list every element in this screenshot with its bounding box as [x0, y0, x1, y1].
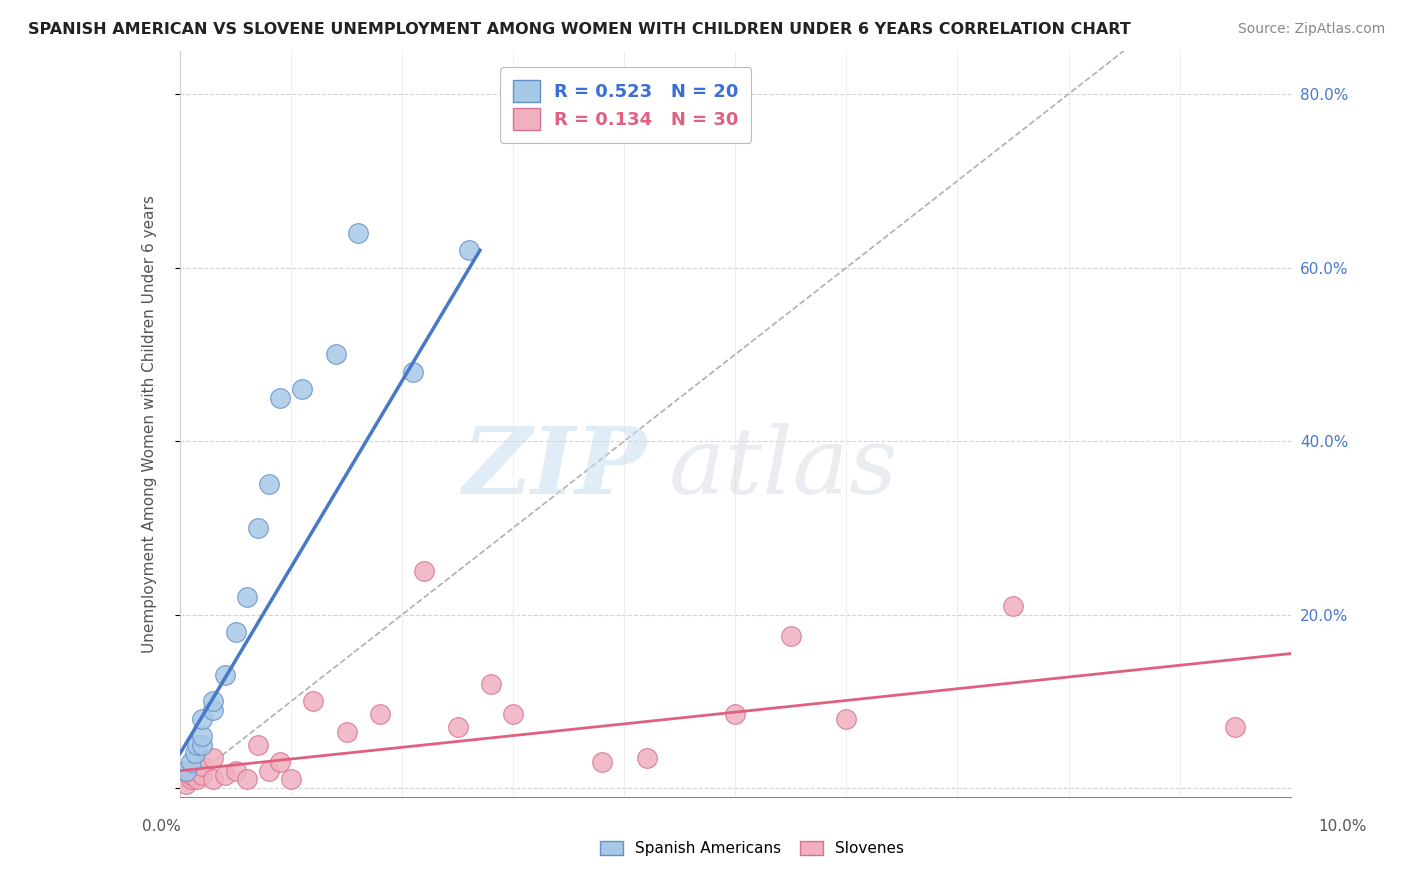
Point	[191, 768, 214, 782]
Point	[214, 668, 236, 682]
Point	[191, 712, 214, 726]
Point	[257, 477, 280, 491]
Text: Source: ZipAtlas.com: Source: ZipAtlas.com	[1237, 22, 1385, 37]
Point	[325, 347, 347, 361]
Point	[236, 591, 259, 605]
Point	[191, 729, 214, 743]
Point	[180, 755, 202, 769]
Point	[724, 707, 747, 722]
Point	[236, 772, 259, 787]
Point	[402, 365, 425, 379]
Point	[591, 755, 613, 769]
Point	[174, 777, 197, 791]
Point	[280, 772, 302, 787]
Point	[302, 694, 325, 708]
Text: ZIP: ZIP	[463, 424, 647, 514]
Point	[336, 724, 359, 739]
Point	[186, 772, 208, 787]
Point	[202, 694, 225, 708]
Point	[246, 738, 269, 752]
Point	[479, 677, 502, 691]
Point	[291, 382, 314, 396]
Point	[186, 738, 208, 752]
Y-axis label: Unemployment Among Women with Children Under 6 years: Unemployment Among Women with Children U…	[142, 194, 156, 653]
Text: SPANISH AMERICAN VS SLOVENE UNEMPLOYMENT AMONG WOMEN WITH CHILDREN UNDER 6 YEARS: SPANISH AMERICAN VS SLOVENE UNEMPLOYMENT…	[28, 22, 1130, 37]
Point	[257, 764, 280, 778]
Point	[214, 768, 236, 782]
Point	[457, 243, 479, 257]
Point	[180, 768, 202, 782]
Point	[269, 391, 291, 405]
Point	[225, 624, 247, 639]
Point	[835, 712, 858, 726]
Point	[180, 764, 202, 778]
Text: atlas: atlas	[669, 424, 898, 514]
Point	[346, 226, 368, 240]
Point	[1001, 599, 1024, 613]
Point	[1223, 720, 1246, 734]
Point	[246, 521, 269, 535]
Point	[180, 772, 202, 787]
Point	[368, 707, 391, 722]
Text: 0.0%: 0.0%	[142, 820, 181, 834]
Point	[636, 750, 658, 764]
Point	[502, 707, 524, 722]
Legend: Spanish Americans, Slovenes: Spanish Americans, Slovenes	[595, 835, 910, 862]
Point	[225, 764, 247, 778]
Point	[183, 747, 205, 761]
Point	[202, 750, 225, 764]
Text: 10.0%: 10.0%	[1319, 820, 1367, 834]
Point	[447, 720, 470, 734]
Point	[413, 564, 436, 578]
Point	[174, 764, 197, 778]
Point	[269, 755, 291, 769]
Point	[202, 772, 225, 787]
Legend: R = 0.523   N = 20, R = 0.134   N = 30: R = 0.523 N = 20, R = 0.134 N = 30	[501, 67, 751, 143]
Point	[191, 738, 214, 752]
Point	[191, 759, 214, 773]
Point	[202, 703, 225, 717]
Point	[780, 629, 803, 643]
